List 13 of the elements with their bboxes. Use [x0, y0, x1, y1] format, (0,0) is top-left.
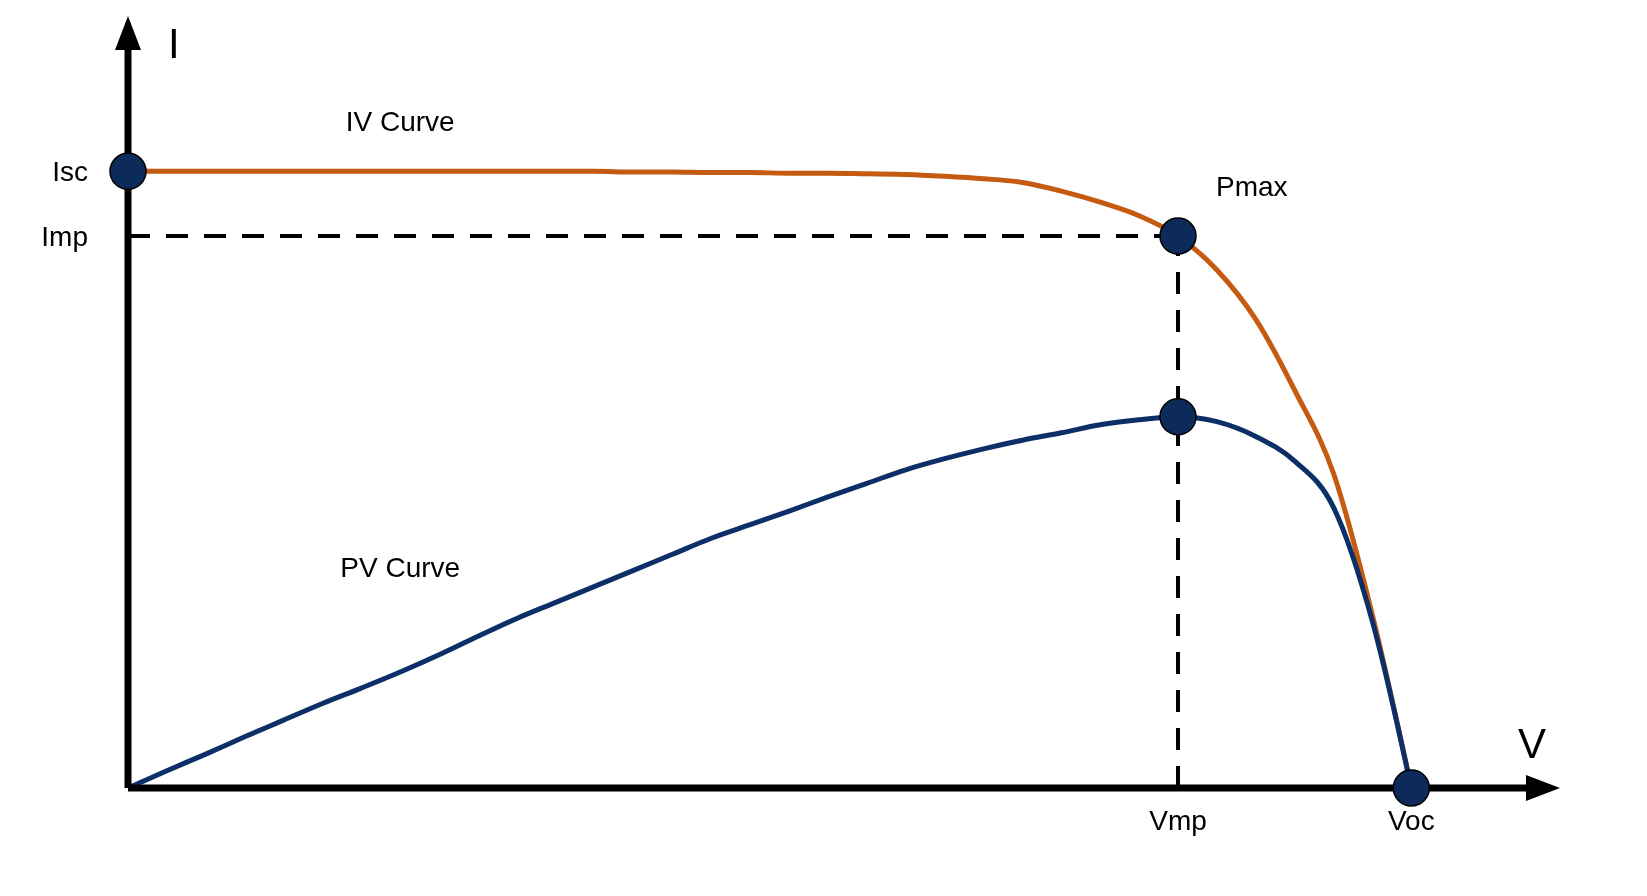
annotation: Pmax — [1216, 171, 1288, 203]
y-axis-title: I — [168, 20, 180, 67]
series-label: PV Curve — [340, 552, 461, 584]
x-tick-label: Voc — [1387, 804, 1435, 836]
x-tick-label: Vmp — [1149, 804, 1207, 836]
point — [1159, 217, 1197, 255]
x-axis-title: V — [1518, 720, 1547, 767]
point — [109, 152, 147, 191]
series-label: IV Curve — [345, 106, 455, 138]
ref-line-label: Imp — [41, 221, 88, 253]
text: Isc — [52, 156, 88, 188]
point — [1159, 398, 1197, 436]
point — [1392, 769, 1431, 807]
